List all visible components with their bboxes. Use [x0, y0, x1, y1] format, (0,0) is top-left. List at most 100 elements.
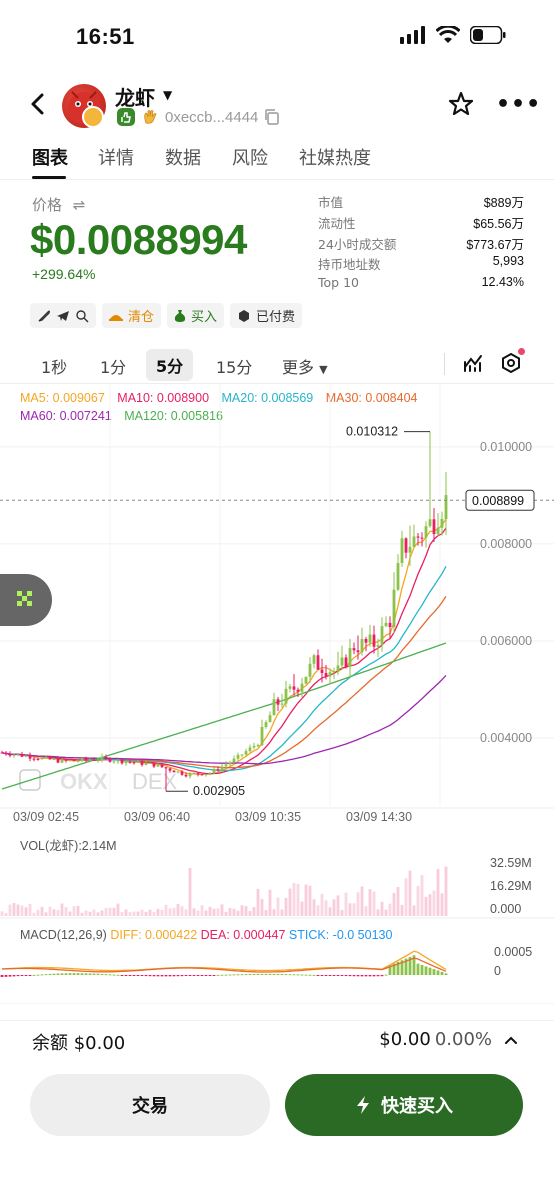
candle: [36, 757, 40, 761]
interval-5m[interactable]: 5分: [146, 349, 194, 381]
interval-1s[interactable]: 1秒: [41, 358, 68, 377]
tab-data[interactable]: 数据: [165, 148, 201, 169]
clear-position-chip[interactable]: 清仓: [102, 303, 162, 328]
tab-chart[interactable]: 图表: [32, 148, 68, 169]
candle: [44, 755, 48, 759]
ma120-label: MA120: 0.005816: [124, 409, 223, 423]
candle-body: [48, 756, 52, 760]
candle: [64, 758, 68, 763]
current-price-label: 0.008899: [472, 494, 524, 508]
volume-bar: [252, 907, 256, 916]
detail-tabs: 图表 详情 数据 风险 社媒热度: [0, 138, 554, 180]
more-options-icon[interactable]: •••: [496, 92, 542, 117]
trade-button[interactable]: 交易: [30, 1074, 270, 1136]
candle: [192, 771, 196, 775]
interval-1m[interactable]: 1分: [100, 358, 127, 377]
copy-icon[interactable]: [264, 109, 280, 125]
candle-body: [324, 672, 328, 677]
candle: [96, 757, 100, 763]
social-links-chip[interactable]: [30, 303, 96, 328]
candle: [256, 743, 260, 748]
search-icon[interactable]: [75, 309, 89, 323]
candle-body: [4, 752, 8, 755]
candle: [268, 711, 272, 723]
paid-chip[interactable]: 已付费: [230, 303, 303, 328]
candle: [48, 755, 52, 760]
macd-stick: [88, 973, 92, 975]
tab-social-heat[interactable]: 社媒热度: [299, 148, 371, 169]
volume-bar: [348, 903, 352, 916]
macd-stick: [228, 974, 232, 976]
candle-body: [264, 722, 268, 727]
favorite-star-icon[interactable]: [447, 90, 475, 118]
macd-stick: [388, 965, 392, 975]
volume-bar: [444, 866, 448, 916]
candle: [356, 635, 360, 660]
floating-okx-button[interactable]: [0, 574, 52, 626]
stat-value: 5,993: [492, 254, 524, 269]
candle-body: [108, 758, 112, 762]
candle: [100, 753, 104, 763]
macd-stick: [116, 974, 120, 976]
status-icons: [400, 26, 506, 44]
telegram-icon[interactable]: [56, 309, 70, 323]
chart-settings-icon[interactable]: [500, 352, 522, 374]
swap-currency-icon[interactable]: ⇌: [72, 196, 86, 214]
macd-stick: [308, 974, 312, 976]
candle: [432, 508, 436, 543]
volume-bar: [380, 901, 384, 916]
candle-body: [268, 715, 272, 723]
candle: [264, 720, 268, 729]
cellular-signal-icon: [400, 26, 425, 44]
volume-bar: [36, 909, 40, 916]
candle: [320, 658, 324, 683]
ma20-label: MA20: 0.008569: [221, 391, 314, 405]
candle-body: [236, 754, 240, 759]
position-summary[interactable]: $0.00 0.00%: [379, 1029, 518, 1050]
token-dropdown-icon[interactable]: ▼: [163, 88, 173, 102]
volume-bar: [116, 903, 120, 916]
ma60-line: [1, 674, 447, 765]
macd-stick: [276, 973, 280, 975]
candlestick-chart[interactable]: OKX DEX 0.0100000.0080000.0060000.0040000…: [0, 384, 554, 1004]
token-tag-row: 0xeccb...4444: [117, 108, 280, 126]
axis-labels: 0.010000 0.008000 0.006000 0.004000 03/09 02…: [0, 425, 554, 824]
candle-body: [8, 754, 12, 756]
macd-stick: [16, 975, 20, 977]
back-arrow-icon[interactable]: [24, 90, 52, 118]
candle: [384, 616, 388, 628]
macd-stick: [372, 975, 376, 977]
interval-15m[interactable]: 15分: [216, 358, 253, 377]
stat-row: 市值 $889万: [318, 192, 524, 213]
candle: [388, 616, 392, 640]
volume-bar: [428, 894, 432, 916]
tab-risk[interactable]: 风险: [232, 148, 268, 169]
macd-stick: [68, 973, 72, 975]
candle: [344, 654, 348, 669]
candle: [136, 760, 140, 763]
candle: [340, 645, 344, 671]
macd-stick: [352, 975, 356, 977]
macd-stick: [152, 975, 156, 977]
feather-pen-icon[interactable]: [37, 309, 51, 323]
chevron-up-icon[interactable]: [504, 1033, 518, 1047]
buy-chip[interactable]: 买入: [167, 303, 225, 328]
volume-bar: [276, 897, 280, 916]
macd-stick: [144, 975, 148, 977]
candle: [116, 758, 120, 764]
tab-details[interactable]: 详情: [98, 148, 134, 169]
interval-more[interactable]: 更多 ▼: [282, 354, 328, 378]
candle: [236, 752, 240, 761]
volume-bar: [404, 878, 408, 916]
quick-buy-button[interactable]: 快速买入: [285, 1074, 523, 1136]
macd-stick: [268, 973, 272, 975]
candle: [412, 524, 416, 548]
volume-bar: [148, 909, 152, 916]
macd-stick: [124, 975, 128, 976]
candle-body: [160, 764, 164, 768]
token-name[interactable]: 龙虾: [115, 86, 155, 110]
stat-row: 24小时成交额 $773.67万: [318, 234, 524, 255]
volume-bar: [44, 912, 48, 916]
volume-bar: [196, 910, 200, 916]
indicator-icon[interactable]: [462, 352, 484, 374]
